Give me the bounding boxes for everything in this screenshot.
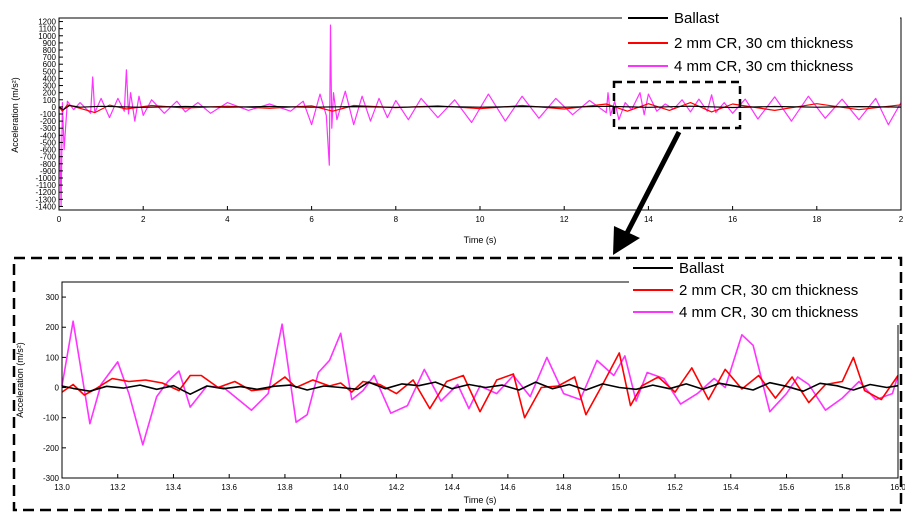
overview-y-tick-label: 800 bbox=[43, 46, 57, 55]
overview-y-tick-label: -1200 bbox=[36, 188, 57, 197]
detail-x-tick-label: 13.4 bbox=[166, 483, 182, 492]
legend-label-4mm-cr: 4 mm CR, 30 cm thickness bbox=[674, 58, 853, 75]
overview-y-ticks: -1400-1300-1200-1100-1000-900-800-700-60… bbox=[36, 18, 63, 211]
overview-y-tick-label: 0 bbox=[52, 103, 57, 112]
overview-y-axis-label: Acceleration (m/s²) bbox=[10, 77, 20, 153]
overview-legend-box bbox=[622, 6, 900, 80]
detail-y-tick-label: -200 bbox=[43, 444, 60, 453]
zoom-detail-frame bbox=[12, 256, 903, 512]
detail-x-tick-label: 13.8 bbox=[277, 483, 293, 492]
overview-x-tick-label: 18 bbox=[812, 215, 821, 224]
detail-series-line-ballast bbox=[61, 381, 899, 396]
detail-x-tick-label: 14.0 bbox=[333, 483, 349, 492]
detail-x-ticks: 13.0 13.2 13.4 13.6 13.8 14.0 14.2 14.4 14.6 14.8… bbox=[54, 474, 905, 492]
overview-y-tick-label: -700 bbox=[40, 153, 57, 162]
detail-y-tick-label: -100 bbox=[43, 414, 60, 423]
overview-x-tick-label: 8 bbox=[394, 215, 399, 224]
overview-x-tick-label: 0 bbox=[57, 215, 62, 224]
detail-x-tick-label: 15.2 bbox=[667, 483, 683, 492]
detail-y-axis-label: Acceleration (m/s²) bbox=[15, 342, 25, 418]
overview-series-line-ballast bbox=[58, 104, 902, 111]
overview-y-tick-label: 1100 bbox=[39, 25, 57, 34]
overview-x-tick-label: 4 bbox=[225, 215, 230, 224]
detail-x-tick-label: 16.0 bbox=[890, 483, 905, 492]
zoom-arrow-shaft bbox=[623, 130, 682, 237]
overview-x-ticks: 0 2 4 6 8 10 12 14 16 18 2 bbox=[57, 206, 904, 224]
overview-chart: 0 2 4 6 8 10 12 14 16 18 2 -1400-1300-1200-1100-10… bbox=[10, 17, 904, 245]
overview-x-tick-label: 12 bbox=[560, 215, 569, 224]
legend-label-4mm-cr: 4 mm CR, 30 cm thickness bbox=[679, 304, 858, 321]
detail-x-tick-label: 14.2 bbox=[389, 483, 405, 492]
overview-series-layer bbox=[58, 24, 902, 207]
overview-y-tick-label: 1000 bbox=[38, 32, 56, 41]
overview-y-tick-label: -300 bbox=[40, 124, 57, 133]
overview-x-tick-label: 2 bbox=[141, 215, 146, 224]
detail-y-tick-label: 0 bbox=[55, 384, 60, 393]
overview-y-tick-label: -500 bbox=[40, 138, 57, 147]
overview-y-tick-label: -1300 bbox=[36, 195, 57, 204]
detail-series-layer bbox=[61, 320, 899, 446]
overview-y-tick-label: -400 bbox=[40, 131, 57, 140]
overview-x-axis-label: Time (s) bbox=[464, 235, 497, 245]
legend-label-ballast: Ballast bbox=[674, 10, 720, 27]
overview-y-tick-label: -1000 bbox=[36, 174, 57, 183]
overview-y-tick-label: 1200 bbox=[38, 18, 56, 27]
detail-x-tick-label: 13.2 bbox=[110, 483, 126, 492]
detail-x-tick-label: 15.0 bbox=[612, 483, 628, 492]
legend-label-2mm-cr: 2 mm CR, 30 cm thickness bbox=[679, 282, 858, 299]
legend-label-ballast: Ballast bbox=[679, 260, 725, 277]
detail-legend: Ballast 2 mm CR, 30 cm thickness 4 mm CR… bbox=[629, 259, 899, 325]
overview-x-tick-label: 2 bbox=[899, 215, 904, 224]
detail-y-tick-label: 200 bbox=[46, 323, 60, 332]
overview-y-tick-label: -600 bbox=[40, 146, 57, 155]
overview-y-tick-label: 400 bbox=[43, 74, 57, 83]
detail-chart: 13.0 13.2 13.4 13.6 13.8 14.0 14.2 14.4 14.6 14.8… bbox=[15, 281, 905, 505]
overview-y-tick-label: 500 bbox=[43, 67, 57, 76]
detail-series-line-4-mm-cr-30-cm-thickness bbox=[61, 320, 899, 446]
overview-y-tick-label: 600 bbox=[43, 60, 57, 69]
overview-x-tick-label: 10 bbox=[476, 215, 485, 224]
overview-y-tick-label: 200 bbox=[43, 89, 57, 98]
detail-x-tick-label: 13.0 bbox=[54, 483, 70, 492]
overview-legend: Ballast 2 mm CR, 30 cm thickness 4 mm CR… bbox=[622, 6, 900, 80]
detail-y-tick-label: -300 bbox=[43, 474, 60, 483]
overview-y-tick-label: -100 bbox=[40, 110, 57, 119]
overview-y-tick-label: 300 bbox=[43, 82, 57, 91]
overview-x-tick-label: 16 bbox=[728, 215, 737, 224]
detail-y-ticks: -300 -200 -100 0 100 200 300 bbox=[43, 293, 66, 483]
detail-x-tick-label: 14.6 bbox=[500, 483, 516, 492]
overview-y-tick-label: 100 bbox=[43, 96, 57, 105]
zoom-arrow-head-icon bbox=[613, 226, 640, 255]
overview-y-tick-label: 700 bbox=[43, 53, 57, 62]
detail-x-tick-label: 15.6 bbox=[779, 483, 795, 492]
detail-x-tick-label: 15.8 bbox=[834, 483, 850, 492]
detail-y-tick-label: 300 bbox=[46, 293, 60, 302]
overview-x-tick-label: 14 bbox=[644, 215, 653, 224]
detail-x-axis-label: Time (s) bbox=[464, 495, 497, 505]
detail-legend-box bbox=[629, 259, 899, 325]
overview-y-tick-label: -800 bbox=[40, 160, 57, 169]
detail-x-tick-label: 15.4 bbox=[723, 483, 739, 492]
overview-y-tick-label: -900 bbox=[40, 167, 57, 176]
overview-y-tick-label: 900 bbox=[43, 39, 57, 48]
detail-series-line-2-mm-cr-30-cm-thickness bbox=[61, 352, 899, 419]
detail-x-tick-label: 13.6 bbox=[221, 483, 237, 492]
overview-x-tick-label: 6 bbox=[309, 215, 314, 224]
overview-y-tick-label: -1400 bbox=[36, 202, 57, 211]
detail-x-tick-label: 14.4 bbox=[444, 483, 460, 492]
zoom-region-box bbox=[612, 80, 742, 130]
overview-y-tick-label: -1100 bbox=[36, 181, 56, 190]
detail-plot-frame bbox=[61, 281, 899, 479]
detail-y-tick-label: 100 bbox=[46, 353, 60, 362]
overview-y-tick-label: -200 bbox=[40, 117, 57, 126]
legend-label-2mm-cr: 2 mm CR, 30 cm thickness bbox=[674, 35, 853, 52]
detail-x-tick-label: 14.8 bbox=[556, 483, 572, 492]
